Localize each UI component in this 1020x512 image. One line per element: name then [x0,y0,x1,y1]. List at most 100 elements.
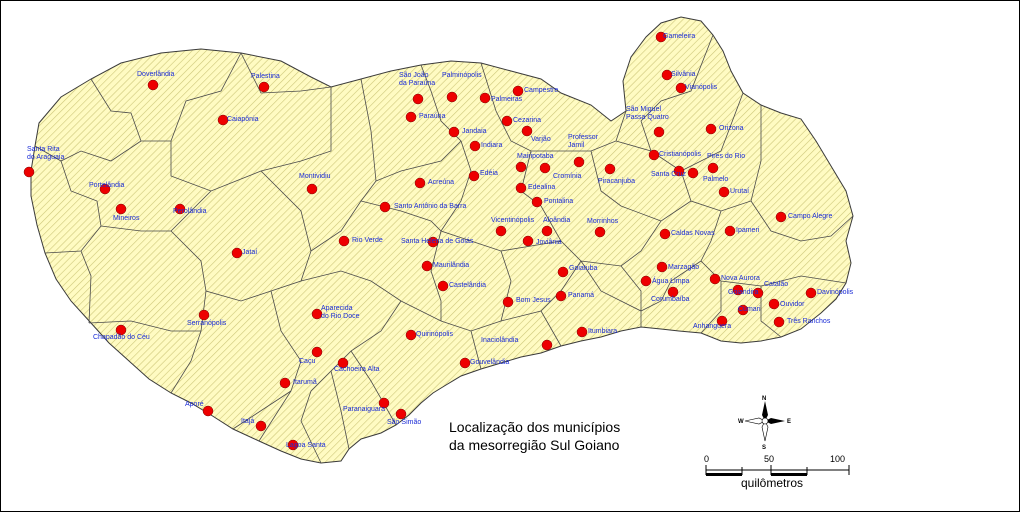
marker-agua-limpa [640,275,652,287]
label-sao-simao: São Simão [387,419,421,426]
marker-mairipotaba [515,161,527,173]
label-morrinhos: Morrinhos [587,218,619,225]
marker-palminopolis [446,91,458,103]
label-lagoa-santa: Lagoa Santa [286,442,326,449]
label-itumbiara: Itumbiara [588,328,617,335]
marker-bom-jesus [502,296,514,308]
marker-gouvelandia [459,357,471,369]
marker-campestre [512,85,524,97]
marker-professor-jamil [573,156,585,168]
marker-vicentinopolis [495,225,507,237]
marker-vianopolis [675,82,687,94]
label-castelandia: Castelândia [449,282,486,289]
marker-aloandia [541,225,553,237]
map-title-line1: Localização dos municípios [449,419,620,435]
label-inaciolandia: Inaciolândia [481,337,518,344]
marker-marzagao [656,261,668,273]
label-edealina: Edealina [528,184,555,191]
label-vicentinopolis: Vicentinópolis [491,217,535,224]
label-serranopolis: Serranópolis [187,320,227,327]
label-goiandira: Goiandira [728,289,758,296]
label-caiaponia: Caiapônia [227,116,259,123]
marker-goiandira [732,284,744,296]
label-maurilandia: Maurilândia [433,262,469,269]
label-itaja: Itajá [241,418,254,425]
label-rio-verde: Rio Verde [352,237,383,244]
label-santo-antonio-da-barra: Santo Antônio da Barra [394,203,466,210]
label-davinopolis: Davinópolis [817,289,854,296]
marker-piracanjuba [604,163,616,175]
label-professor-jamil: Professor Jamil [568,134,599,149]
label-apore: Aporé [185,401,204,408]
marker-parauna [405,111,417,123]
marker-cezarina [501,115,513,127]
marker-pires-do-rio [707,162,719,174]
compass-n: N [762,396,766,402]
scale-tick-50: 50 [764,454,774,464]
label-varjao: Varjão [531,136,551,143]
marker-palestina [258,81,270,93]
label-itaruma: Itarumã [293,379,317,386]
marker-apore [202,405,214,417]
marker-tres-ranchos [773,316,785,328]
marker-goiatuba [557,266,569,278]
marker-inaciolandia [541,339,553,351]
marker-palmeiras [479,92,491,104]
label-palmeiras: Palmeiras [491,96,523,103]
marker-caiaponia [217,114,229,126]
label-parauna: Paraúna [419,113,446,120]
marker-pontalina [531,196,543,208]
marker-davinopolis [805,287,817,299]
label-urutai: Urutaí [730,188,749,195]
label-panama: Panamá [568,292,594,299]
label-pires-do-rio: Pires do Rio [707,153,745,160]
marker-cacu [311,346,323,358]
marker-sao-simao [395,408,407,420]
marker-caldas-novas [659,228,671,240]
marker-crominia [539,162,551,174]
marker-cachoeira-alta [337,357,349,369]
marker-santa-rita-do-araguaia [23,166,35,178]
label-anhanguera: Anhanguera [693,323,731,330]
label-mineiros: Mineiros [113,215,140,222]
label-campo-alegre: Campo Alegre [788,213,832,220]
scale-tick-100: 100 [830,454,845,464]
label-palmelo: Palmelo [703,176,728,183]
marker-mineiros [115,203,127,215]
label-jatai: Jataí [242,249,257,256]
label-orizona: Orizona [719,125,744,132]
label-pontalina: Pontalina [544,198,573,205]
scale-unit: quilômetros [741,476,803,490]
label-gouvelandia: Gouvelândia [470,359,509,366]
label-chapadao-do-ceu: Chapadão do Céu [93,334,150,341]
marker-corumbaiba [667,286,679,298]
marker-cumari [737,304,749,316]
marker-maurilandia [421,260,433,272]
region-outline [30,16,854,464]
scale-tick-0: 0 [704,454,709,464]
marker-doverlandia [147,79,159,91]
marker-portelandia [99,183,111,195]
label-campestre: Campestre [524,87,558,94]
marker-itumbiara [576,326,588,338]
label-cacu: Caçu [299,358,315,365]
label-santa-helena-de-goias: Santa Helena de Goiás [401,238,474,245]
label-mairipotaba: Mairipotaba [517,153,554,160]
marker-gameleira [655,31,667,43]
marker-sao-miguel-passa-quatro [653,126,665,138]
label-cezarina: Cezarina [513,117,541,124]
marker-quirinopolis [405,329,417,341]
marker-itaruma [279,377,291,389]
label-gameleira: Gameleira [663,33,695,40]
label-edeia: Edéia [480,170,498,177]
compass-w: W [738,419,744,425]
marker-serranopolis [198,309,210,321]
marker-ouvidor [768,298,780,310]
scale-bar: 0 50 100 quilômetros [704,454,850,490]
municipality-markers: Gameleira Silvânia Vianópolis Doverlândia Pa… [23,31,854,451]
marker-santa-cruz [673,165,685,177]
marker-varjao [521,125,533,137]
label-catalao: Catalão [764,281,788,288]
label-quirinopolis: Quirinópolis [416,331,453,338]
